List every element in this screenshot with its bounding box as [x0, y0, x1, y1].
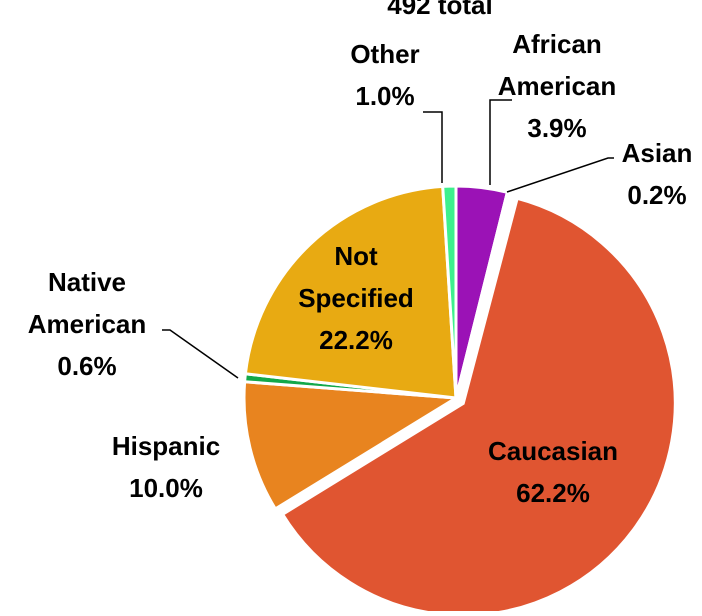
slice-label-line: American [498, 71, 617, 101]
slice-label-line: 3.9% [527, 113, 586, 143]
slice-caucasian [280, 196, 677, 616]
slice-hispanic [242, 380, 461, 512]
slice-label-line: Caucasian [488, 436, 618, 466]
slice-label-line: Asian [622, 138, 693, 168]
pie-slices [242, 184, 677, 616]
chart-title: 492 total [387, 0, 493, 20]
slice-label-african-american: African American 3.9% [498, 29, 617, 143]
slice-label-native-american: Native American 0.6% [28, 267, 147, 381]
slice-label-line: Native [48, 267, 126, 297]
slice-label-not-specified: Not Specified 22.2% [298, 241, 414, 355]
slice-label-caucasian: Caucasian 62.2% [488, 436, 618, 508]
slice-label-line: Not [334, 241, 378, 271]
slice-label-line: Hispanic [112, 431, 220, 461]
slice-label-line: 22.2% [319, 325, 393, 355]
leader-line-other [423, 111, 443, 183]
slice-other [441, 184, 458, 399]
slice-not-specified [243, 184, 458, 400]
slice-label-other: Other 1.0% [350, 39, 419, 111]
slice-label-line: 10.0% [129, 473, 203, 503]
slice-label-line: African [512, 29, 602, 59]
slice-label-line: 1.0% [355, 81, 414, 111]
slice-labels: African American 3.9% Asian 0.2% Caucasian 62.… [28, 29, 693, 508]
slice-label-line: American [28, 309, 147, 339]
slice-label-line: 0.6% [57, 351, 116, 381]
leader-line-african-american [489, 99, 512, 185]
slice-label-line: 62.2% [516, 478, 590, 508]
slice-label-asian: Asian 0.2% [622, 138, 693, 210]
leader-lines [162, 99, 614, 379]
slice-label-line: Other [350, 39, 419, 69]
slice-label-line: Specified [298, 283, 414, 313]
slice-label-hispanic: Hispanic 10.0% [112, 431, 220, 503]
slice-label-line: 0.2% [627, 180, 686, 210]
leader-line-native-american [162, 329, 239, 379]
leader-line-asian [506, 157, 614, 193]
